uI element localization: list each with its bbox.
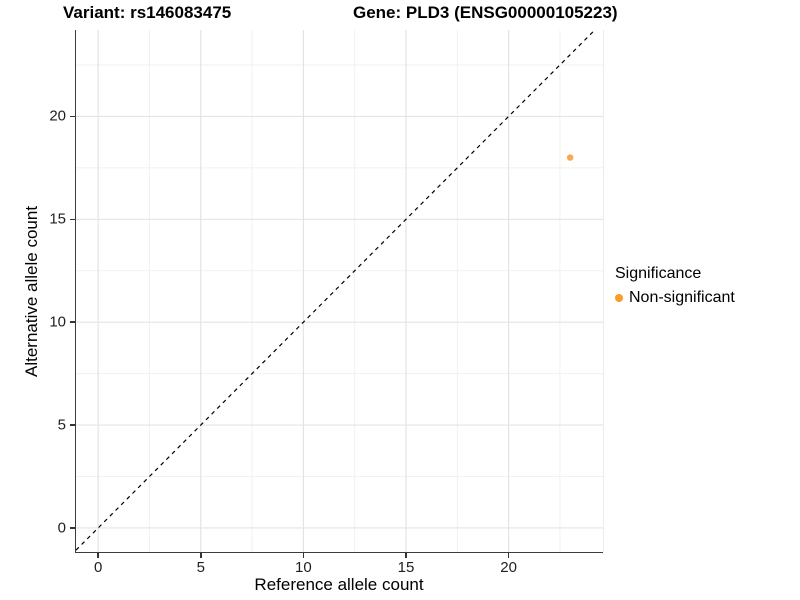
y-tick-mark [69,424,75,426]
y-tick-mark [69,115,75,118]
legend: Significance Non-significant [615,265,735,307]
legend-title: Significance [615,265,702,282]
variant-title: Variant: rs146083475 [63,3,232,22]
x-tick-label: 0 [93,559,103,576]
y-tick-label: 20 [49,107,66,125]
x-axis-title: Reference allele count [254,575,424,594]
x-tick-mark [97,553,99,558]
y-tick-mark [69,321,75,323]
data-point [566,154,574,161]
gene-title: Gene: PLD3 (ENSG00000105223) [353,3,618,22]
x-tick-label: 15 [397,559,415,576]
x-tick-label: 10 [295,559,312,576]
y-axis-line [74,30,76,552]
legend-item-label: Non-significant [629,289,735,306]
x-tick-mark [405,553,407,558]
y-tick-label: 5 [57,416,66,434]
x-tick-label: 20 [500,559,517,576]
x-tick-mark [507,553,510,558]
scatter-plot [76,30,603,552]
y-tick-label: 10 [49,313,66,331]
y-tick-mark [69,527,75,529]
x-axis-line [74,551,603,553]
x-tick-mark [302,553,305,558]
legend-point-icon [615,294,623,302]
y-tick-label: 15 [49,210,66,228]
y-tick-label: 0 [57,519,66,537]
legend-item: Non-significant [615,289,735,307]
y-axis-title: Alternative allele count [22,205,41,377]
identity-line [76,30,596,551]
plot-panel [76,30,604,552]
x-tick-label: 5 [196,559,205,576]
x-tick-mark [200,553,202,558]
y-tick-mark [69,218,75,221]
